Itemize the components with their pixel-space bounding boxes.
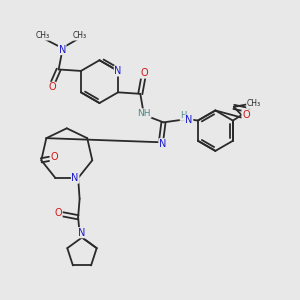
- Text: O: O: [242, 110, 250, 120]
- Text: N: N: [114, 66, 122, 76]
- Text: CH₃: CH₃: [73, 31, 87, 40]
- Text: N: N: [159, 139, 166, 149]
- Text: O: O: [50, 152, 58, 162]
- Text: N: N: [58, 44, 66, 55]
- Text: O: O: [140, 68, 148, 78]
- Text: N: N: [71, 173, 79, 183]
- Text: O: O: [48, 82, 56, 92]
- Text: CH₃: CH₃: [35, 31, 50, 40]
- Text: H: H: [180, 111, 187, 120]
- Text: N: N: [185, 115, 193, 125]
- Text: NH: NH: [137, 109, 151, 118]
- Text: CH₃: CH₃: [247, 99, 261, 108]
- Text: N: N: [78, 228, 86, 238]
- Text: O: O: [54, 208, 62, 218]
